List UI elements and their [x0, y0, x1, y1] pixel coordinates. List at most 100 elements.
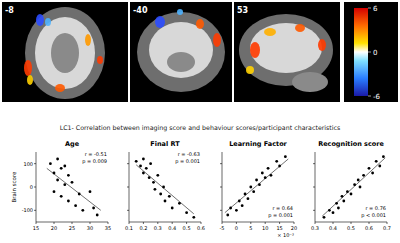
x-tick-label: 0.5 — [347, 225, 355, 231]
scatter-point — [159, 193, 162, 196]
scatter-panel: Final RT0.10.20.30.40.50.6r = -0.63p = 0… — [125, 140, 205, 231]
x-tick — [108, 222, 109, 224]
slice-label: 53 — [237, 6, 248, 15]
scatter-point — [162, 186, 165, 189]
scatter-point — [332, 211, 335, 214]
y-tick-label: 100 — [23, 161, 33, 167]
scatter-point — [353, 183, 356, 186]
scatter-panel: Learning Factor-505101520× 10⁻³r = 0.64p… — [220, 140, 298, 238]
scatter-point — [60, 167, 63, 170]
x-tick-label: 20 — [51, 225, 57, 231]
scatter-point — [67, 174, 70, 177]
y-tick — [127, 210, 129, 211]
activation-blob — [24, 60, 32, 76]
panel-title: Recognition score — [318, 140, 384, 148]
scatter-point — [270, 174, 273, 177]
trend-line — [136, 165, 194, 214]
plot-area — [322, 155, 385, 218]
colorbar-tick — [368, 8, 371, 9]
brain — [167, 52, 195, 72]
y-tick — [313, 210, 315, 211]
scatter-point — [229, 207, 232, 210]
scatter-point — [244, 193, 247, 196]
scatter-point — [145, 167, 148, 170]
x-tick — [172, 222, 173, 224]
scatter-point — [192, 216, 195, 219]
x-tick-label: 0.4 — [329, 225, 337, 231]
scatter-point — [56, 179, 59, 182]
scatter-point — [337, 207, 340, 210]
scatter-point — [235, 209, 238, 212]
brain — [149, 22, 213, 78]
x-tick-label: -5 — [220, 225, 225, 231]
annotation: p = 0.001 — [175, 158, 200, 165]
y-tick — [127, 187, 129, 188]
scatter-point — [238, 200, 241, 203]
x-tick — [387, 222, 388, 224]
activation-blob — [196, 19, 204, 29]
x-tick — [54, 222, 55, 224]
x-tick-label: 0.1 — [125, 225, 133, 231]
activation-blob — [55, 84, 65, 92]
x-tick-label: 25 — [69, 225, 75, 231]
scatter-point — [49, 162, 52, 165]
scatter-point — [341, 195, 344, 198]
scatter-point — [247, 197, 250, 200]
x-tick-label: 0.4 — [168, 225, 176, 231]
scatter-point — [284, 155, 287, 158]
x-tick-label: 0.6 — [197, 225, 205, 231]
scatter-point — [63, 165, 66, 168]
slice-label: -8 — [5, 6, 14, 15]
activation-blob — [177, 9, 183, 15]
scatter-point — [78, 193, 81, 196]
scatter-point — [346, 190, 349, 193]
x-tick — [36, 222, 37, 224]
scatter-point — [249, 186, 252, 189]
image-panel — [2, 2, 128, 102]
scatter-point — [375, 160, 378, 163]
scatter-point — [371, 172, 374, 175]
brain — [292, 72, 328, 92]
x-tick-label: 5 — [249, 225, 252, 231]
trend-line — [322, 158, 385, 216]
figure: -8-405360-6LC1- Correlation between imag… — [0, 0, 400, 243]
activation-blob — [264, 28, 276, 36]
trend-line — [47, 168, 101, 210]
brain — [35, 17, 95, 89]
scatter-point — [139, 165, 142, 168]
image-panel — [130, 2, 232, 102]
scatter-point — [164, 200, 167, 203]
colorbar-panel — [344, 2, 398, 102]
scatter-point — [178, 202, 181, 205]
scatter-point — [60, 195, 63, 198]
panel-title: Age — [65, 140, 80, 148]
scatter-panel: Age-10001001520253035Brain scorer = -0.5… — [11, 140, 111, 231]
x-tick — [294, 222, 295, 224]
colorbar-tick-label: 0 — [373, 49, 377, 57]
scatter-point — [350, 193, 353, 196]
scatter-point — [168, 195, 171, 198]
plot-area — [135, 158, 195, 219]
x-tick-label: 10 — [262, 225, 268, 231]
colorbar-tick-label: -6 — [373, 93, 381, 101]
x-tick — [201, 222, 202, 224]
scatter-point — [323, 216, 326, 219]
x-tick-label: 20 — [291, 225, 297, 231]
scatter-point — [267, 167, 270, 170]
x-tick — [129, 222, 130, 224]
activation-blob — [97, 56, 103, 64]
annotation: r = -0.63 — [178, 151, 200, 157]
scatter-point — [258, 183, 261, 186]
scatter-point — [335, 202, 338, 205]
x-tick-label: 0.3 — [311, 225, 319, 231]
scatter-point — [63, 183, 66, 186]
scatter-point — [56, 158, 59, 161]
annotation: p < 0.001 — [361, 212, 386, 219]
scatter-point — [275, 160, 278, 163]
y-tick — [313, 187, 315, 188]
activation-blob — [213, 33, 221, 47]
x-tick — [250, 222, 251, 224]
scatter-point — [255, 179, 258, 182]
x-tick — [72, 222, 73, 224]
x-tick — [143, 222, 144, 224]
